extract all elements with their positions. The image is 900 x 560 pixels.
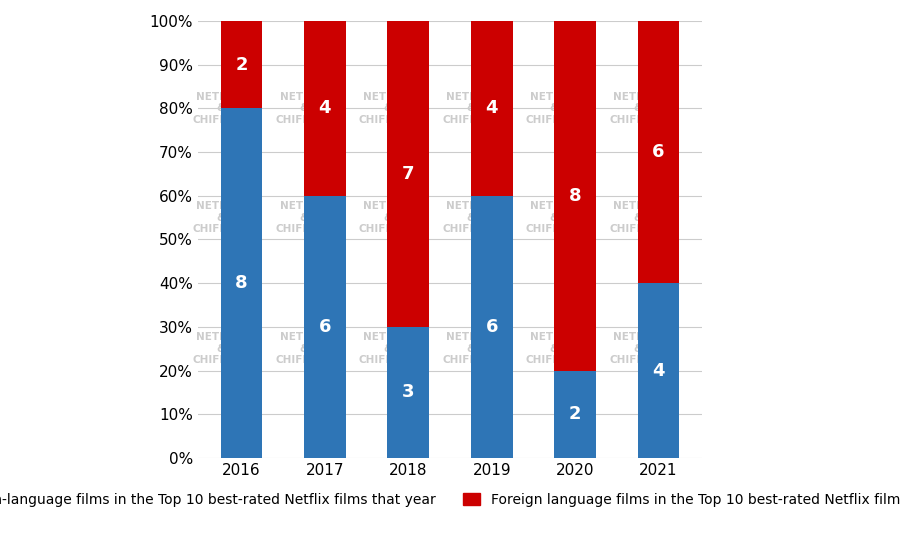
Text: 6: 6 [319, 318, 331, 336]
Text: NETFLIX
&
CHIFFRES: NETFLIX & CHIFFRES [609, 332, 666, 365]
Bar [637, 283, 680, 458]
Bar [220, 21, 263, 109]
Text: NETFLIX
&
CHIFFRES: NETFLIX & CHIFFRES [192, 332, 249, 365]
Bar [304, 21, 346, 196]
Text: NETFLIX
&
CHIFFRES: NETFLIX & CHIFFRES [359, 201, 416, 234]
Text: 4: 4 [485, 99, 498, 118]
Text: NETFLIX
&
CHIFFRES: NETFLIX & CHIFFRES [359, 332, 416, 365]
Text: NETFLIX
&
CHIFFRES: NETFLIX & CHIFFRES [442, 92, 500, 125]
Text: NETFLIX
&
CHIFFRES: NETFLIX & CHIFFRES [609, 92, 666, 125]
Legend: English-language films in the Top 10 best-rated Netflix films that year, Foreign: English-language films in the Top 10 bes… [0, 487, 900, 512]
Text: 3: 3 [402, 384, 415, 402]
Text: NETFLIX
&
CHIFFRES: NETFLIX & CHIFFRES [192, 92, 249, 125]
Bar [554, 21, 596, 371]
Bar [637, 21, 680, 283]
Text: NETFLIX
&
CHIFFRES: NETFLIX & CHIFFRES [609, 201, 666, 234]
Text: 2: 2 [569, 405, 581, 423]
Text: NETFLIX
&
CHIFFRES: NETFLIX & CHIFFRES [192, 201, 249, 234]
Text: NETFLIX
&
CHIFFRES: NETFLIX & CHIFFRES [275, 201, 333, 234]
Bar [471, 196, 512, 458]
Text: NETFLIX
&
CHIFFRES: NETFLIX & CHIFFRES [526, 92, 583, 125]
Text: NETFLIX
&
CHIFFRES: NETFLIX & CHIFFRES [442, 201, 500, 234]
Bar [304, 196, 346, 458]
Text: 4: 4 [319, 99, 331, 118]
Text: NETFLIX
&
CHIFFRES: NETFLIX & CHIFFRES [359, 92, 416, 125]
Text: 2: 2 [235, 55, 248, 74]
Text: NETFLIX
&
CHIFFRES: NETFLIX & CHIFFRES [275, 92, 333, 125]
Text: 7: 7 [402, 165, 415, 183]
Bar [388, 21, 429, 327]
Text: 8: 8 [569, 187, 581, 205]
Text: 8: 8 [235, 274, 248, 292]
Text: 6: 6 [652, 143, 665, 161]
Bar [220, 109, 263, 458]
Bar [471, 21, 512, 196]
Text: 6: 6 [485, 318, 498, 336]
Bar [388, 327, 429, 458]
Text: NETFLIX
&
CHIFFRES: NETFLIX & CHIFFRES [526, 332, 583, 365]
Text: NETFLIX
&
CHIFFRES: NETFLIX & CHIFFRES [442, 332, 500, 365]
Bar [554, 371, 596, 458]
Text: NETFLIX
&
CHIFFRES: NETFLIX & CHIFFRES [275, 332, 333, 365]
Text: NETFLIX
&
CHIFFRES: NETFLIX & CHIFFRES [526, 201, 583, 234]
Text: 4: 4 [652, 362, 665, 380]
